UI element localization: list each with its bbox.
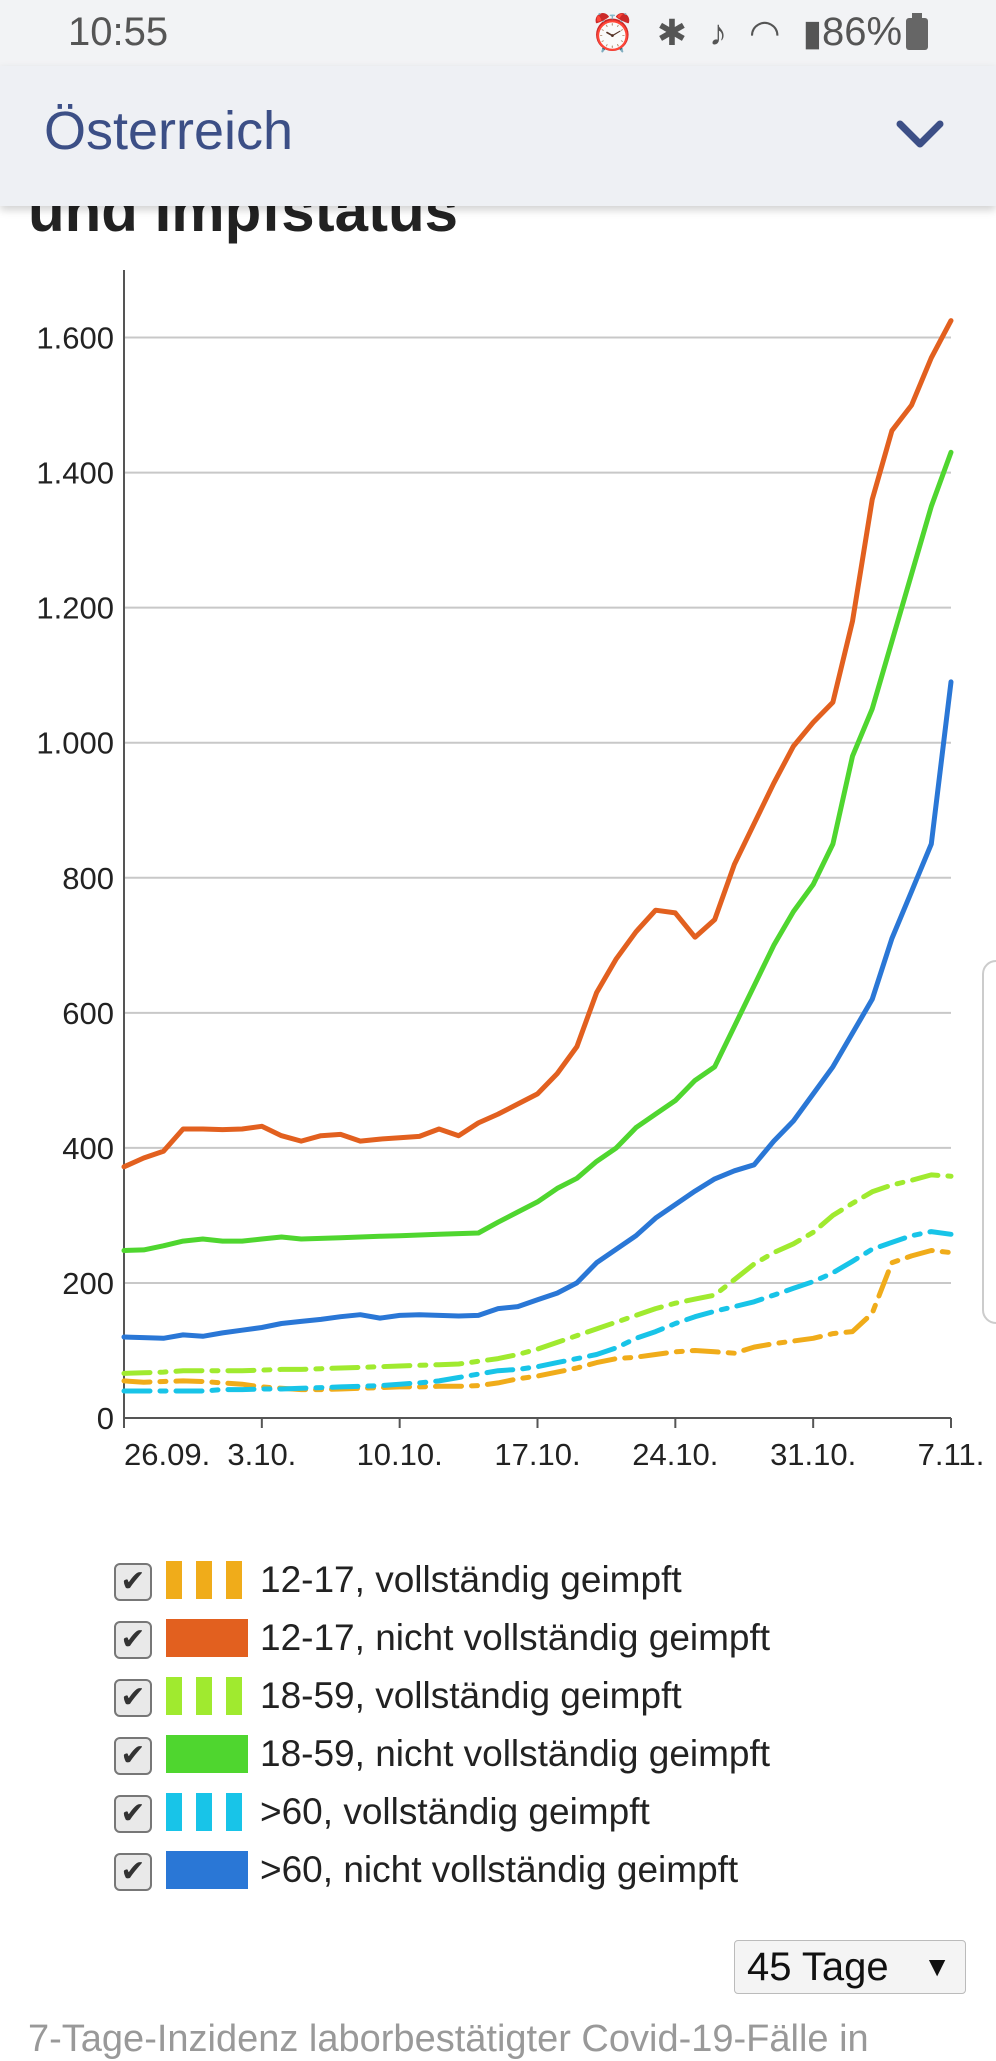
wifi-icon: ◠: [749, 12, 787, 53]
chevron-down-icon: [896, 120, 944, 148]
y-tick-label: 800: [62, 861, 114, 896]
time-range-value: 45 Tage: [747, 1945, 889, 1989]
line-chart: 0 200 400 600 800 1.000 1.200 1.400 1.600 26.09. 3…: [36, 270, 985, 1472]
region-title: Österreich: [44, 101, 294, 161]
legend-swatch: [166, 1677, 248, 1715]
y-tick-label: 400: [62, 1131, 114, 1166]
legend-label: >60, vollständig geimpft: [260, 1791, 650, 1832]
y-tick-label: 1.400: [36, 456, 114, 491]
mute-icon: ♪: [709, 12, 734, 53]
x-tick-label: 26.09.: [124, 1437, 210, 1472]
legend-swatch: [166, 1561, 248, 1599]
y-tick-label: 200: [62, 1266, 114, 1301]
scroll-handle[interactable]: [982, 960, 996, 1324]
status-icons: ⏰ ✱ ♪ ◠ ▮: [590, 12, 828, 54]
legend-label: 18-59, vollständig geimpft: [260, 1675, 682, 1716]
legend-checkbox[interactable]: ✔: [114, 1621, 152, 1659]
y-tick-label: 1.200: [36, 591, 114, 626]
alarm-icon: ⏰: [590, 12, 641, 53]
region-dropdown-button[interactable]: [890, 110, 950, 160]
y-tick-label: 600: [62, 996, 114, 1031]
legend-label: 12-17, nicht vollständig geimpft: [260, 1617, 771, 1658]
status-bar: 10:55 ⏰ ✱ ♪ ◠ ▮ 86%: [0, 0, 996, 66]
x-tick-label: 17.10.: [494, 1437, 580, 1472]
legend-label: >60, nicht vollständig geimpft: [260, 1849, 739, 1890]
x-tick-label: 3.10.: [227, 1437, 296, 1472]
series-line: [121, 1229, 954, 1394]
series-line: [121, 1248, 954, 1393]
bluetooth-icon: ✱: [656, 12, 694, 53]
status-time: 10:55: [68, 10, 169, 54]
legend-label: 12-17, vollständig geimpft: [260, 1559, 682, 1600]
time-range-select[interactable]: 45 Tage ▼: [734, 1940, 966, 1994]
x-tick-label: 7.11.: [918, 1437, 985, 1472]
battery-icon: [906, 13, 928, 50]
y-tick-label: 1.000: [36, 726, 114, 761]
next-chart-title: 7-Tage-Inzidenz laborbestätigter Covid-1…: [28, 2018, 869, 2060]
legend-swatch: [166, 1793, 248, 1831]
legend-checkbox[interactable]: ✔: [114, 1795, 152, 1833]
y-tick-label: 1.600: [36, 321, 114, 356]
signal-icon: ▮: [802, 12, 829, 53]
series-line: [121, 449, 954, 1253]
legend-label: 18-59, nicht vollständig geimpft: [260, 1733, 771, 1774]
x-tick-label: 31.10.: [770, 1437, 856, 1472]
legend-swatch: [166, 1851, 248, 1889]
series-line: [121, 679, 954, 1341]
legend-checkbox[interactable]: ✔: [114, 1853, 152, 1891]
legend-checkbox[interactable]: ✔: [114, 1563, 152, 1601]
dropdown-arrow-icon: ▼: [923, 1951, 951, 1982]
x-tick-label: 10.10.: [357, 1437, 443, 1472]
legend-swatch: [166, 1735, 248, 1773]
legend-checkbox[interactable]: ✔: [114, 1679, 152, 1717]
x-tick-label: 24.10.: [632, 1437, 718, 1472]
y-tick-label: 0: [97, 1401, 114, 1436]
legend-checkbox[interactable]: ✔: [114, 1737, 152, 1775]
series-line: [121, 318, 954, 1170]
series-line: [121, 1172, 954, 1376]
region-header: Österreich: [0, 66, 996, 206]
battery-percent: 86%: [822, 10, 903, 54]
legend-swatch: [166, 1619, 248, 1657]
